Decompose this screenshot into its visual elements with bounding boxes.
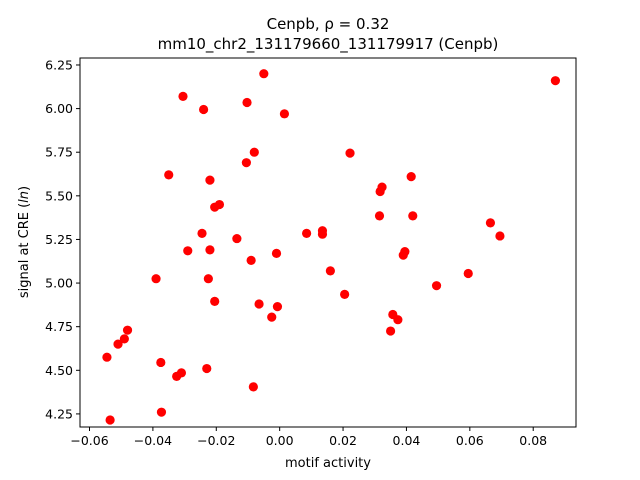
data-point-33 bbox=[272, 302, 283, 312]
y-tick-label: 5.75 bbox=[45, 145, 73, 160]
y-axis-ticks: 4.25 4.50 4.75 5.00 5.25 5.50 5.75 6.00 6.25 bbox=[45, 57, 80, 421]
data-point-50 bbox=[408, 211, 418, 221]
data-point-9 bbox=[164, 170, 174, 180]
data-point-44 bbox=[385, 326, 396, 336]
y-tick-label: 5.00 bbox=[45, 276, 73, 291]
data-point-37 bbox=[317, 229, 328, 239]
data-point-11 bbox=[176, 368, 187, 378]
data-point-3 bbox=[113, 339, 123, 349]
x-tick-label: 0.06 bbox=[456, 433, 484, 448]
data-points bbox=[102, 69, 561, 425]
data-point-41 bbox=[374, 211, 385, 221]
data-point-24 bbox=[241, 158, 251, 168]
data-point-49 bbox=[406, 172, 416, 182]
data-point-40 bbox=[345, 148, 355, 158]
data-point-48 bbox=[400, 247, 410, 257]
data-point-34 bbox=[279, 109, 290, 119]
data-point-38 bbox=[325, 266, 335, 276]
data-point-12 bbox=[178, 91, 188, 101]
data-point-17 bbox=[203, 274, 213, 284]
x-axis-label: motif activity bbox=[285, 456, 371, 471]
x-tick-label: 0.04 bbox=[393, 433, 421, 448]
data-point-6 bbox=[151, 274, 161, 284]
y-tick-label: 4.25 bbox=[45, 406, 73, 421]
x-axis-ticks: −0.06 −0.04 −0.02 0.00 0.02 0.04 0.06 0.08 bbox=[70, 427, 547, 448]
data-point-43 bbox=[377, 182, 387, 192]
x-tick-label: 0.08 bbox=[519, 433, 547, 448]
chart-title-line1: Cenpb, ρ = 0.32 bbox=[267, 15, 390, 33]
y-axis-label: signal at CRE (ln) bbox=[17, 186, 32, 298]
y-tick-label: 6.25 bbox=[45, 57, 73, 72]
x-tick-label: −0.06 bbox=[70, 433, 108, 448]
y-tick-label: 5.50 bbox=[45, 188, 73, 203]
chart-title-line2: mm10_chr2_131179660_131179917 (Cenpb) bbox=[158, 35, 499, 54]
data-point-14 bbox=[197, 228, 207, 238]
x-tick-label: 0.02 bbox=[329, 433, 357, 448]
data-point-2 bbox=[105, 415, 115, 425]
data-point-15 bbox=[199, 104, 209, 115]
data-point-39 bbox=[340, 289, 350, 299]
y-tick-label: 6.00 bbox=[45, 101, 73, 116]
data-point-29 bbox=[254, 299, 264, 309]
data-point-22 bbox=[214, 199, 225, 210]
data-point-13 bbox=[183, 246, 193, 256]
data-point-52 bbox=[463, 268, 473, 279]
data-point-19 bbox=[205, 175, 215, 185]
plot-area bbox=[79, 57, 577, 428]
data-point-53 bbox=[485, 218, 496, 228]
data-point-55 bbox=[550, 76, 561, 86]
data-point-32 bbox=[271, 248, 282, 258]
y-tick-label: 4.75 bbox=[45, 319, 73, 334]
data-point-26 bbox=[246, 255, 256, 265]
data-point-1 bbox=[102, 352, 112, 362]
data-point-25 bbox=[242, 97, 252, 108]
data-point-46 bbox=[393, 315, 403, 325]
data-point-16 bbox=[202, 363, 212, 374]
data-point-30 bbox=[259, 69, 269, 79]
y-tick-label: 4.50 bbox=[45, 363, 73, 378]
data-point-21 bbox=[210, 296, 220, 306]
data-point-7 bbox=[156, 357, 166, 368]
data-point-31 bbox=[267, 312, 277, 322]
data-point-28 bbox=[249, 147, 259, 157]
y-tick-label: 5.25 bbox=[45, 232, 73, 247]
data-point-27 bbox=[248, 382, 258, 392]
data-point-54 bbox=[495, 231, 505, 241]
data-point-8 bbox=[156, 407, 167, 417]
data-point-51 bbox=[431, 281, 442, 291]
data-point-35 bbox=[302, 228, 312, 238]
data-point-23 bbox=[232, 233, 242, 244]
data-point-5 bbox=[122, 325, 133, 335]
x-tick-label: −0.02 bbox=[197, 433, 235, 448]
data-point-4 bbox=[119, 334, 129, 344]
x-tick-label: 0.00 bbox=[266, 433, 294, 448]
axes-frame bbox=[79, 57, 577, 428]
x-tick-label: −0.04 bbox=[134, 433, 172, 448]
data-point-18 bbox=[205, 245, 215, 255]
